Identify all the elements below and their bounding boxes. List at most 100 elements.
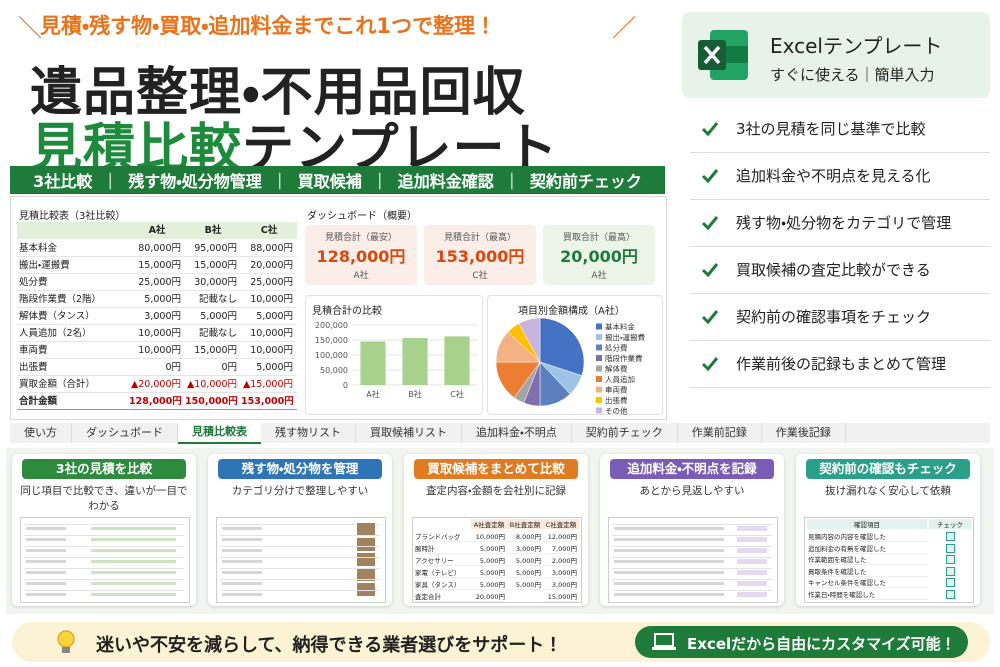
table-value: 10,000円 <box>250 294 293 305</box>
kpi-value: 153,000円 <box>435 247 525 266</box>
feature-text: 残す物・処分物をカテゴリで管理 <box>736 214 952 232</box>
excel-badge: Excelテンプレート すぐに使える｜簡単入力 <box>682 12 990 98</box>
thumb-bar <box>222 527 262 530</box>
thumb-row <box>220 535 380 536</box>
thumb-num <box>91 549 176 552</box>
buy-value: 5,000円 <box>507 579 541 590</box>
buy-item: 家電（テレビ） <box>415 567 471 578</box>
sheet-tab: 買取候補リスト <box>356 423 462 443</box>
title-line1: 遺品整理・不用品回収 <box>30 63 526 123</box>
thumb-row <box>612 557 772 558</box>
check-item: 追加料金の有無を確認した <box>808 543 928 554</box>
feature-item: 追加料金や不明点を見える化 <box>690 153 990 200</box>
table-value: ▲10,000円 <box>186 379 237 390</box>
pie-chart-title: 項目別金額構成（A社） <box>518 306 625 317</box>
thumb-status <box>737 570 767 575</box>
thumb-row <box>24 557 184 558</box>
sheet-tab: 残す物リスト <box>261 423 356 443</box>
kpi-company: C社 <box>472 271 488 281</box>
bar-panel: 見積合計の比較 <box>305 295 483 415</box>
table-value: 記載なし <box>198 294 237 305</box>
thumb-bar <box>222 593 262 596</box>
slash-left: ＼ <box>18 14 42 42</box>
thumb-bar <box>222 538 262 541</box>
check-item: 作業日・時間を確認した <box>808 589 928 600</box>
thumb-bar <box>26 538 66 541</box>
table-value: 3,000円 <box>144 311 181 322</box>
thumb-num <box>91 527 176 530</box>
footer-button-text: Excelだから自由にカスタマイズ可能！ <box>687 635 956 653</box>
table-label: 車両費 <box>19 345 48 356</box>
card-title: 契約前の確認もチェック <box>806 459 970 479</box>
table-label: 基本料金 <box>19 243 58 254</box>
ribbon-item: 残す物・処分物管理 <box>128 172 262 191</box>
card-description: 査定内容・金額を会社別に記録 <box>425 485 567 497</box>
table-value: 150,000円 <box>185 396 237 407</box>
table-value: 5,000円 <box>200 311 237 322</box>
footer-button: Excelだから自由にカスタマイズ可能！ <box>635 626 968 658</box>
card-description: 抜け漏れなく安心して依頼 <box>825 485 951 497</box>
thumb-bar <box>614 571 724 574</box>
feature-item: 残す物・処分物をカテゴリで管理 <box>690 200 990 247</box>
check-header: 確認項目 <box>807 519 927 529</box>
buy-value: 5,000円 <box>507 567 541 578</box>
thumb-row <box>612 579 772 580</box>
checkbox <box>946 566 955 576</box>
dashboard-title: ダッシュボード（概要） <box>307 211 417 222</box>
kpi-label: 見積合計（最高） <box>443 233 516 243</box>
thumb-row <box>612 535 772 536</box>
feature-text: 買取候補の査定比較ができる <box>736 261 931 279</box>
thumb-bar <box>614 549 724 552</box>
table-label: 合計金額 <box>19 396 58 407</box>
table-value: 80,000円 <box>138 243 181 254</box>
thumb-photo <box>357 583 375 596</box>
bulb-base <box>62 647 70 653</box>
thumb-num <box>91 560 176 563</box>
thumb-row <box>612 546 772 547</box>
row-line <box>17 307 297 308</box>
check-icon <box>701 216 719 231</box>
buy-value: 5,000円 <box>471 543 505 554</box>
checkbox <box>946 543 955 553</box>
row-line <box>17 290 297 291</box>
buy-value: 10,000円 <box>471 531 505 542</box>
buy-header: A社査定額 <box>471 519 507 529</box>
feature-card: 買取候補をまとめて比較 査定内容・金額を会社別に記録 A社査定額 B社査定額 C社査定額… <box>404 454 588 606</box>
feature-card: 契約前の確認もチェック 抜け漏れなく安心して依頼 確認項目 チェック 見積内容の内容を確… <box>796 454 980 606</box>
thumb-row <box>220 524 380 525</box>
thumb-status <box>737 548 767 553</box>
thumb-bar <box>222 582 262 585</box>
thumb-row <box>220 579 380 580</box>
row-line <box>17 273 297 274</box>
tagline: 見積・残す物・買取・追加料金までこれ1つで整理！ <box>40 14 497 38</box>
ribbon-item: 追加料金確認 <box>397 172 494 191</box>
card-title: 追加料金・不明点を記録 <box>610 459 774 479</box>
buy-value: 20,000円 <box>471 591 505 602</box>
card-description: カテゴリ分けで整理しやすい <box>231 485 369 497</box>
sheet-tab: 追加料金・不明点 <box>462 423 572 443</box>
kpi-label: 買取合計（最高） <box>562 233 635 243</box>
checkbox <box>946 578 955 587</box>
thumb-bar <box>614 538 724 541</box>
check-icon <box>701 357 719 372</box>
thumb-row <box>220 557 380 558</box>
footer-message: 迷いや不安を減らして、納得できる業者選びをサポート！ <box>96 635 563 656</box>
feature-card: 残す物・処分物を管理 カテゴリ分けで整理しやすい <box>208 454 392 606</box>
row-line <box>17 341 297 342</box>
table-label: 階段作業費（2階） <box>19 294 102 305</box>
feature-text: 契約前の確認事項をチェック <box>736 308 932 326</box>
row-line <box>17 358 297 359</box>
check-mark <box>701 357 719 372</box>
feature-card: 追加料金・不明点を記録 あとから見返しやすい <box>600 454 784 606</box>
thumb-row <box>220 568 380 569</box>
ribbon-separator: ｜ <box>503 172 520 191</box>
table-value: 15,000円 <box>138 260 181 271</box>
feature-item: 3社の見積を同じ基準で比較 <box>690 106 990 153</box>
thumb-bar <box>222 560 262 563</box>
buy-item: ブランドバッグ <box>415 531 471 542</box>
sheet-tab: 契約前チェック <box>572 423 678 443</box>
laptop-base <box>652 647 676 650</box>
thumb-row <box>24 568 184 569</box>
row-line <box>17 375 297 376</box>
